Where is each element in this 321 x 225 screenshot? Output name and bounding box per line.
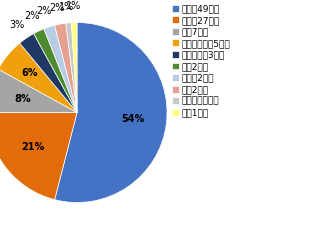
Text: 8%: 8% [15,94,31,104]
Text: 3%: 3% [10,20,25,30]
Text: 2%: 2% [49,3,65,13]
Wedge shape [55,23,77,112]
Wedge shape [71,22,77,112]
Wedge shape [34,29,77,112]
Wedge shape [44,25,77,112]
Text: 6%: 6% [22,68,38,79]
Text: 1%: 1% [66,1,81,11]
Legend: 魚介（49品）, 野菜（27品）, 米（7品）, 牛・豚・馬（5品）, デザート（3品）, 鶏（2品）, 豆腐（2品）, 羊（2品）, 乳製品（１品）, 卵（1: 魚介（49品）, 野菜（27品）, 米（7品）, 牛・豚・馬（5品）, デザート… [171,4,230,117]
Wedge shape [66,23,77,112]
Text: 2%: 2% [37,7,52,16]
Wedge shape [20,34,77,112]
Wedge shape [0,43,77,112]
Wedge shape [0,69,77,112]
Wedge shape [55,22,167,202]
Text: 54%: 54% [121,115,144,124]
Text: 1%: 1% [59,2,75,12]
Text: 2%: 2% [24,11,39,21]
Wedge shape [0,112,77,200]
Text: 21%: 21% [21,142,45,152]
